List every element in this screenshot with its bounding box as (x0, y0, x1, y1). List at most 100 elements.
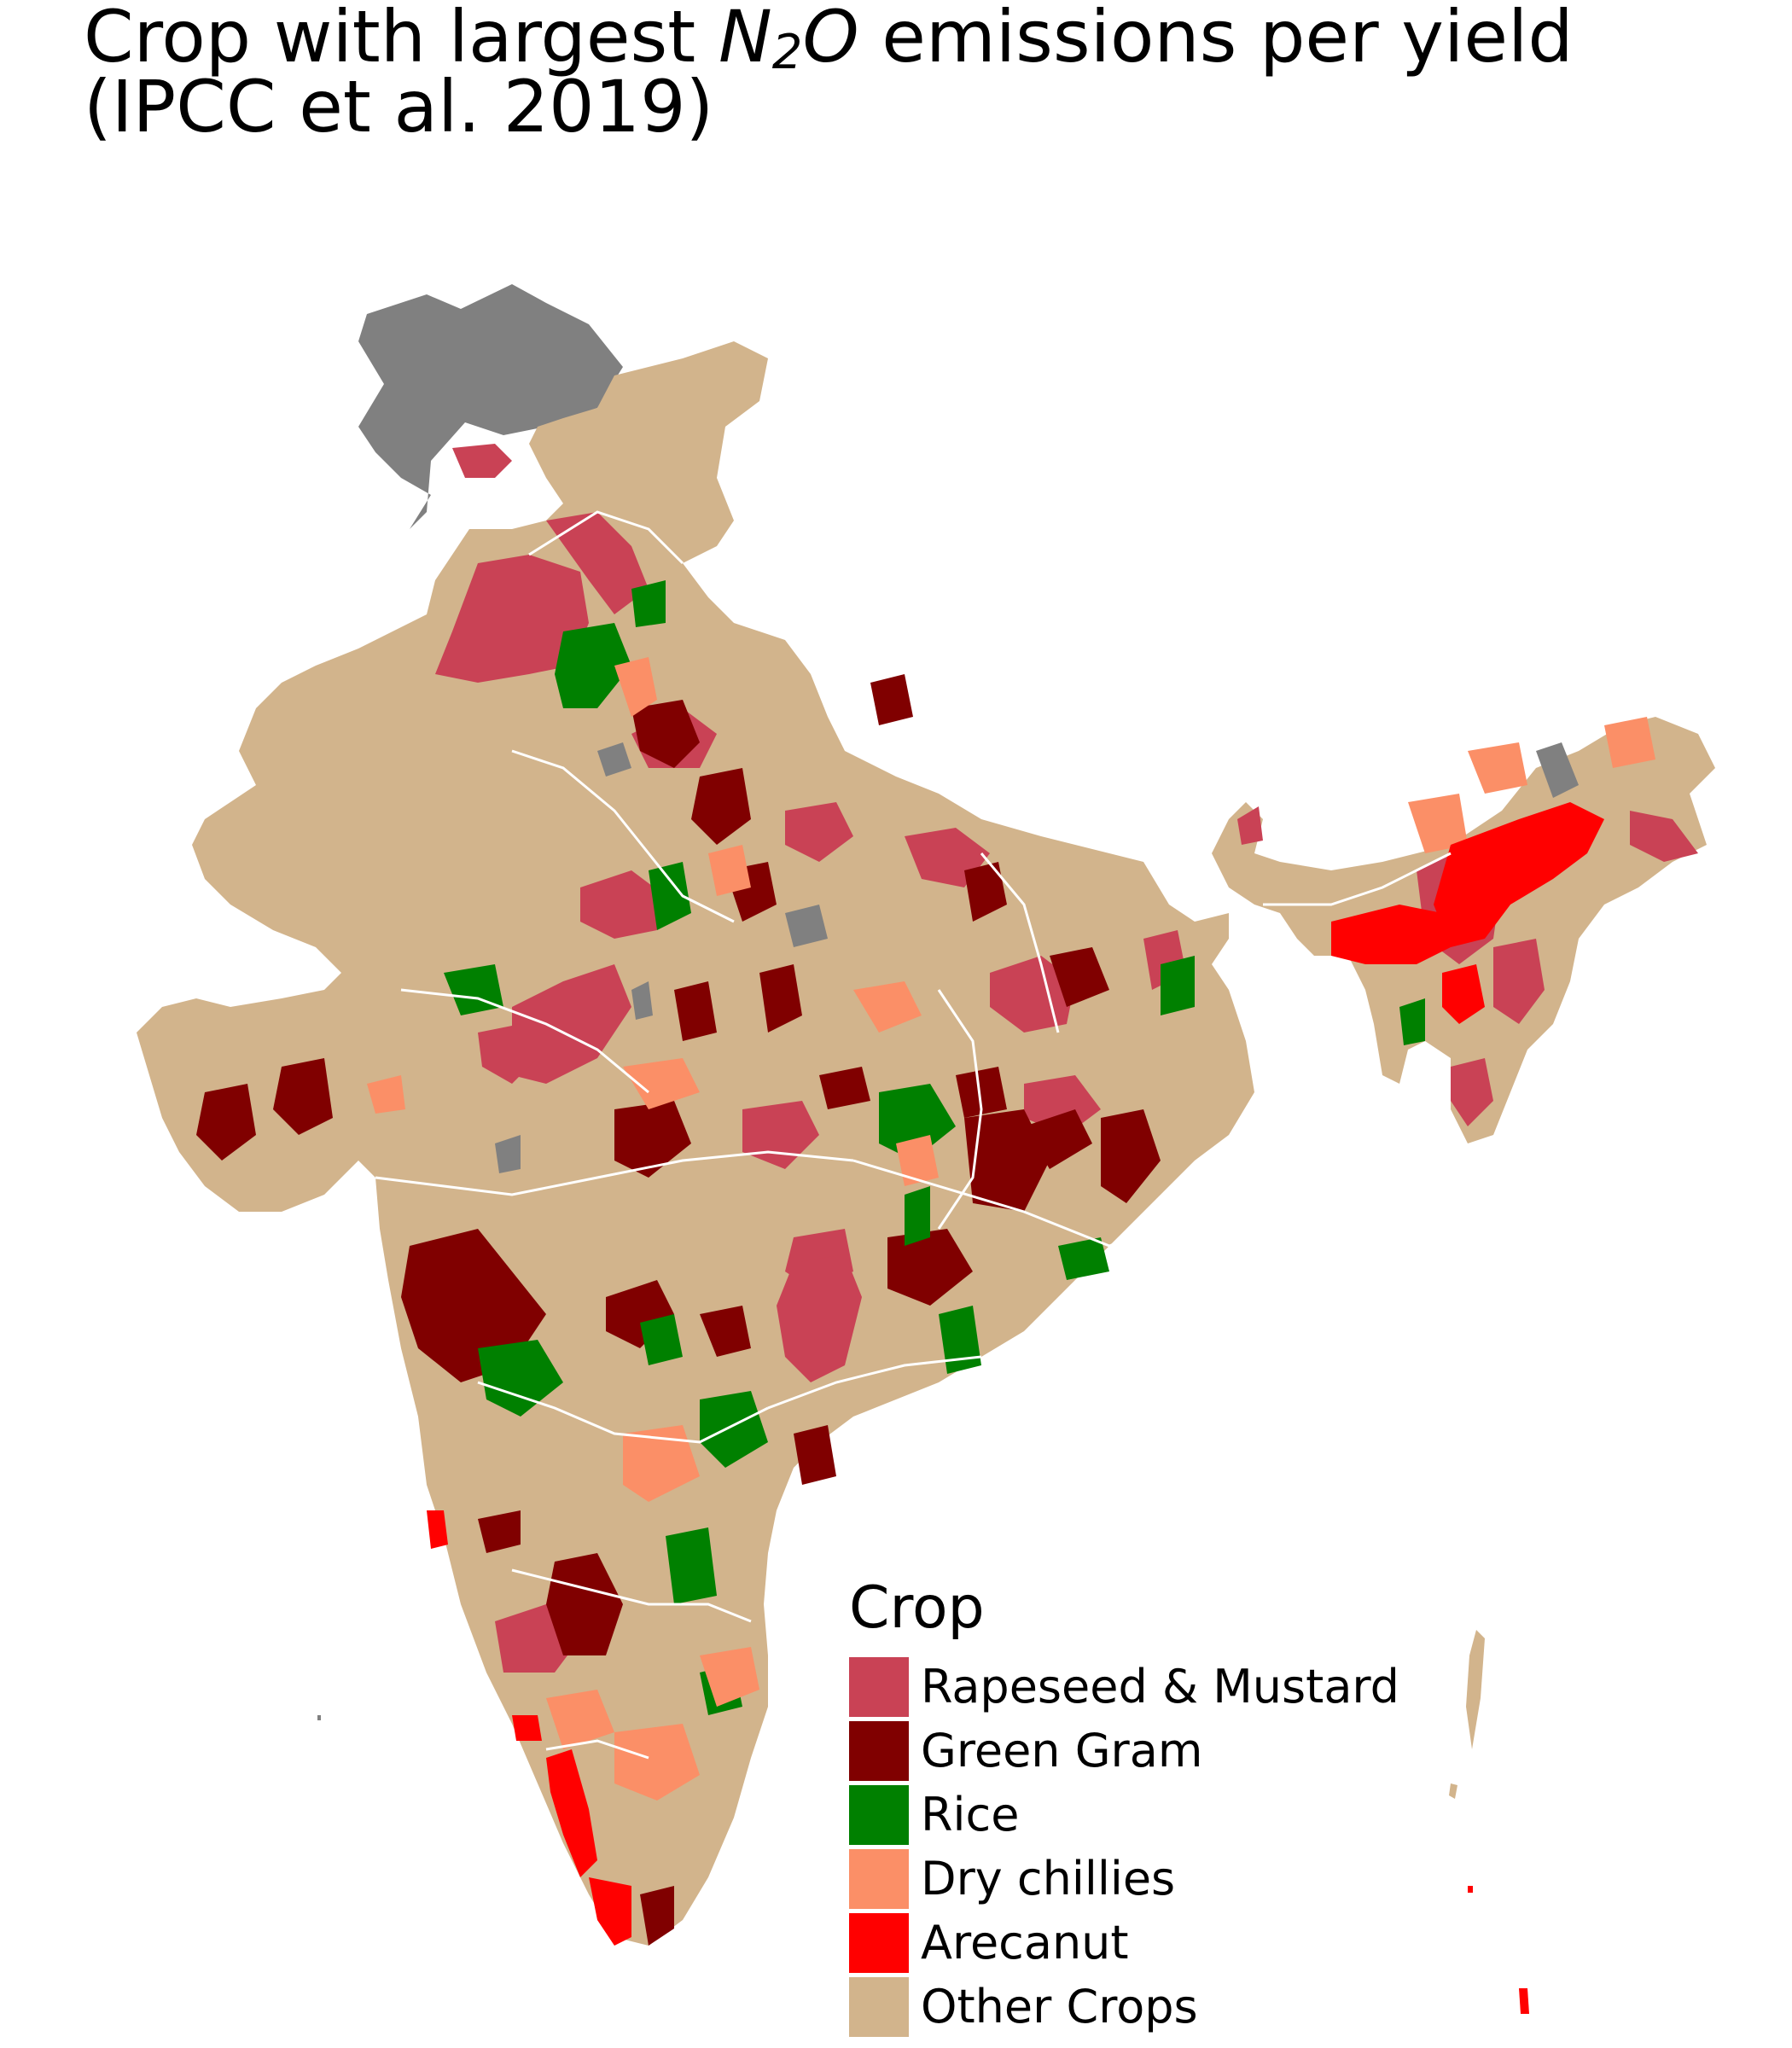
district-rice (555, 623, 631, 708)
state-border (511, 1568, 752, 1623)
district-dry-chillies (614, 1724, 700, 1801)
district-dry-chillies (700, 1647, 759, 1707)
district-dry-chillies (1604, 717, 1655, 768)
state-border (1263, 852, 1452, 906)
district-green-gram (546, 1553, 623, 1655)
legend-item-green-gram: Green Gram (849, 1719, 1399, 1783)
legend-item-arecanut: Arecanut (849, 1911, 1399, 1975)
district-green-gram (1101, 1109, 1161, 1203)
district-dry-chillies (708, 845, 751, 896)
district-arecanut (1442, 964, 1485, 1024)
state-border (852, 1159, 1178, 1248)
district-dry-chillies (623, 1425, 700, 1502)
district-green-gram (640, 1886, 674, 1946)
legend-label: Green Gram (921, 1723, 1203, 1777)
legend-swatch (849, 1848, 909, 1909)
legend-swatch (849, 1976, 909, 2037)
district-green-gram (759, 964, 802, 1033)
map-title: Crop with largest N2O emissions per yiel… (84, 1, 1574, 148)
district-rapeseed-mustard (777, 1254, 862, 1382)
state-border (400, 988, 649, 1094)
district-arecanut (1519, 1988, 1529, 2014)
state-border (980, 852, 1060, 1033)
district-green-gram (273, 1058, 333, 1135)
legend-label: Arecanut (921, 1915, 1129, 1969)
district-green-gram (956, 1067, 1007, 1118)
state-border (937, 989, 983, 1230)
district-arecanut (1331, 905, 1451, 964)
district-rice (666, 1527, 717, 1604)
district-rice (1161, 956, 1195, 1015)
title-line-1: Crop with largest N2O emissions per yiel… (84, 1, 1574, 77)
district-green-gram (691, 768, 751, 845)
title-line-2: (IPCC et al. 2019) (84, 65, 714, 148)
islands (317, 1630, 1485, 1799)
district-green-gram (196, 1084, 256, 1161)
district-arecanut (546, 1749, 597, 1877)
state-border (528, 510, 684, 565)
district-rapeseed-mustard (1630, 811, 1698, 862)
district-dry-chillies (614, 657, 657, 717)
district-green-gram (819, 1067, 870, 1109)
state-border (767, 1355, 982, 1410)
district-dry-chillies (623, 1058, 700, 1109)
state-border (477, 1381, 769, 1444)
legend: Crop Rapeseed & Mustard Green Gram Rice … (849, 1574, 1399, 2039)
district-no-data (785, 905, 828, 947)
district-rapeseed-mustard (1451, 1058, 1493, 1126)
district-green-gram (614, 1101, 691, 1178)
district-rice (700, 1391, 768, 1468)
district-dry-chillies (367, 1075, 405, 1114)
legend-item-rice: Rice (849, 1783, 1399, 1847)
district-no-data (1536, 742, 1579, 798)
district-rapeseed-mustard (435, 555, 589, 683)
district-green-gram (631, 700, 700, 768)
district-rice (649, 862, 691, 930)
district-green-gram (887, 1229, 973, 1306)
district-arecanut (512, 1715, 542, 1741)
legend-item-other-crops: Other Crops (849, 1975, 1399, 2039)
district-rapeseed-mustard (785, 802, 853, 862)
district-dry-chillies (896, 1135, 939, 1186)
district-rice (1058, 1237, 1109, 1280)
district-rice (905, 1186, 930, 1246)
district-dry-chillies (546, 1690, 614, 1749)
district-arecanut (1434, 802, 1604, 947)
district-no-data (495, 1135, 521, 1173)
lakshadweep-island (317, 1715, 321, 1720)
legend-label: Dry chillies (921, 1851, 1176, 1905)
district-dry-chillies (1408, 794, 1468, 853)
district-green-gram (794, 1425, 836, 1485)
district-rice (478, 1340, 563, 1417)
legend-swatch (849, 1720, 909, 1781)
nicobar-island (1449, 1783, 1457, 1799)
legend-swatch (849, 1784, 909, 1845)
state-border (511, 749, 735, 923)
district-rapeseed-mustard (1237, 806, 1263, 845)
region-mainland (137, 341, 1254, 1946)
state-border (375, 1150, 854, 1196)
legend-item-dry-chillies: Dry chillies (849, 1847, 1399, 1911)
district-green-gram (478, 1510, 521, 1553)
district-rapeseed-mustard (1493, 939, 1545, 1024)
district-no-data (631, 981, 653, 1020)
district-green-gram (674, 981, 717, 1041)
region-jammu-kashmir (358, 284, 623, 529)
district-rice (1399, 998, 1425, 1045)
district-dry-chillies (1468, 742, 1527, 794)
district-no-data (597, 742, 631, 777)
district-green-gram (964, 1109, 1050, 1212)
district-rapeseed-mustard (546, 512, 649, 614)
district-rapeseed-mustard (580, 870, 666, 939)
n2o-formula: N2O (718, 0, 859, 80)
legend-label: Other Crops (921, 1979, 1198, 2033)
state-border (545, 1739, 649, 1760)
legend-title: Crop (849, 1574, 985, 1642)
legend-swatch (849, 1912, 909, 1973)
legend-item-rapeseed-mustard: Rapeseed & Mustard (849, 1655, 1399, 1719)
district-arecanut (1468, 1886, 1473, 1893)
district-dry-chillies (853, 981, 922, 1033)
district-green-gram (1050, 947, 1109, 1007)
state-borders (375, 510, 1452, 1760)
